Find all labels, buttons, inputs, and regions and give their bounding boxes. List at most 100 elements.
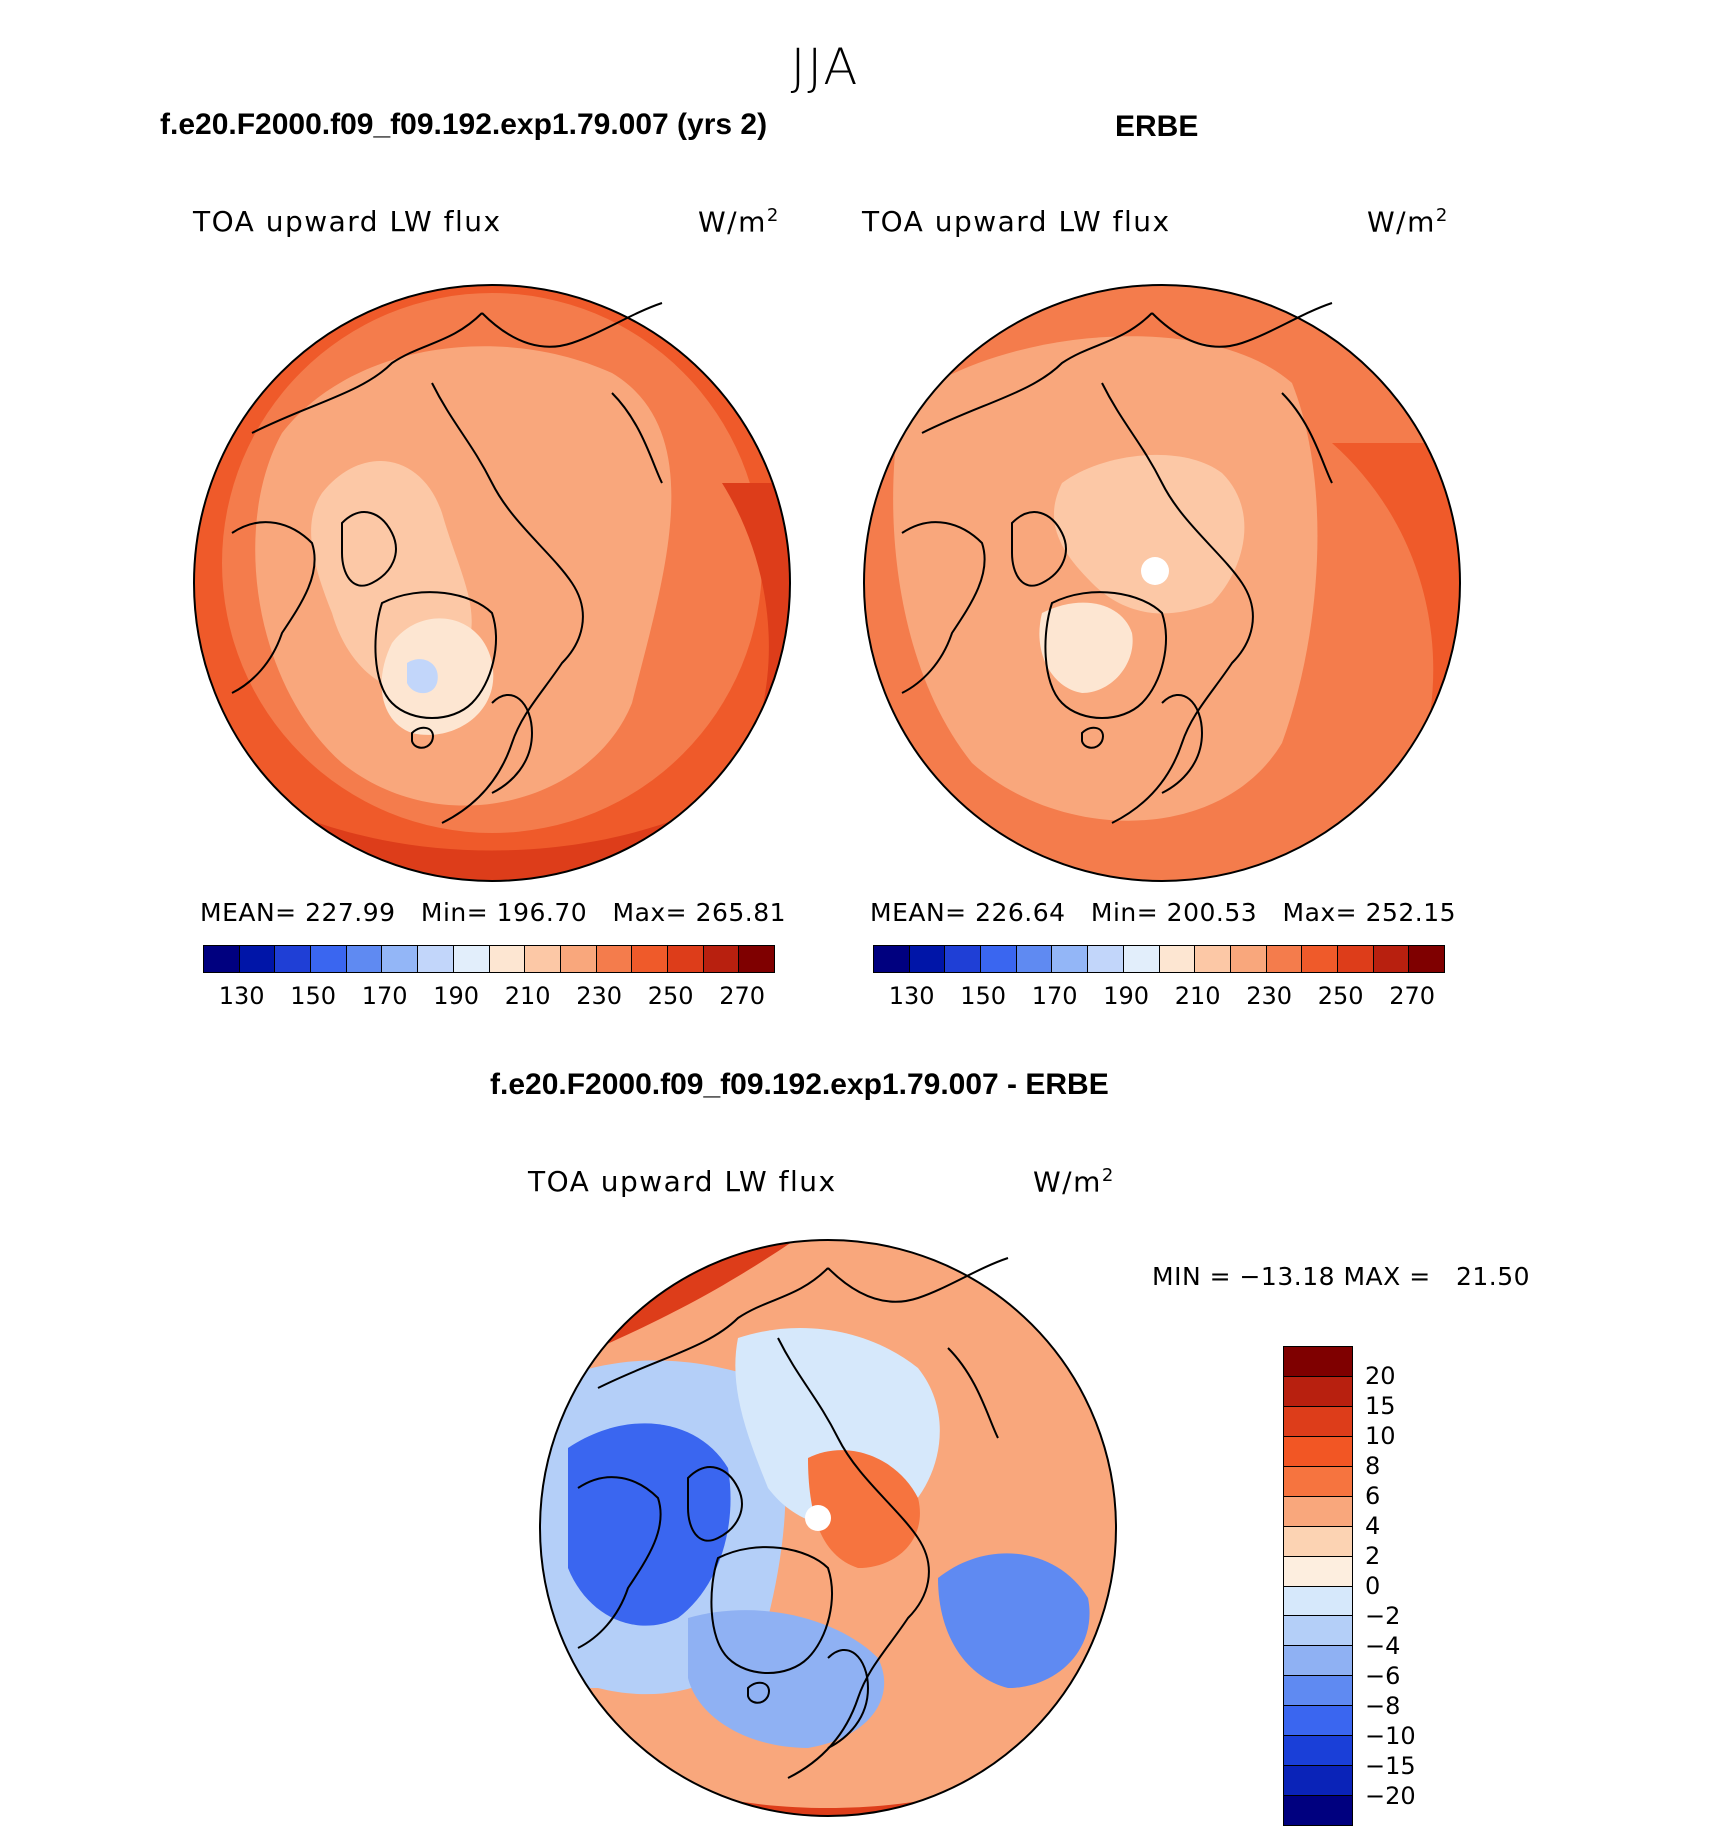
- map-model-coastlines: [231, 302, 663, 824]
- colorbar-tick-label: 230: [576, 982, 623, 1010]
- colorbar-difference: [1283, 1346, 1353, 1826]
- colorbar-swatch: [981, 946, 1017, 972]
- colorbar-swatch: [275, 946, 312, 972]
- colorbar-swatch: [632, 946, 668, 972]
- colorbar-tick-label: 170: [1031, 982, 1078, 1010]
- colorbar-swatch: [1016, 946, 1053, 972]
- diff-minmax: MIN = −13.18 MAX = 21.50: [1152, 1262, 1531, 1291]
- colorbar-swatch: [418, 946, 454, 972]
- colorbar-tick-label: 210: [504, 982, 551, 1010]
- map-difference: [539, 1239, 1117, 1817]
- colorbar-tick-label: 190: [433, 982, 480, 1010]
- colorbar-tick-label: 270: [1389, 982, 1436, 1010]
- colorbar-swatch: [382, 946, 419, 972]
- colorbar-swatch: [1284, 1796, 1352, 1825]
- colorbar-swatch: [909, 946, 946, 972]
- colorbar-swatch: [1230, 946, 1267, 972]
- colorbar-swatch: [667, 946, 704, 972]
- panel-erbe-header: ERBE: [1115, 110, 1199, 143]
- page-title: JJA: [790, 38, 860, 96]
- colorbar-tick-label: 15: [1365, 1392, 1396, 1420]
- colorbar-tick-label: 150: [290, 982, 337, 1010]
- colorbar-tick-label: −6: [1365, 1662, 1401, 1690]
- colorbar-tick-label: 170: [361, 982, 408, 1010]
- colorbar-tick-label: 250: [1317, 982, 1364, 1010]
- diff-units: W/m2: [1033, 1165, 1115, 1199]
- map-model: [193, 284, 791, 882]
- map-erbe-fill-warm-east: [1332, 443, 1460, 753]
- colorbar-swatch: [1284, 1676, 1352, 1707]
- colorbar-swatch: [1284, 1526, 1352, 1557]
- colorbar-swatch: [1284, 1347, 1352, 1377]
- map-diff-fill-warm-center: [808, 1450, 920, 1568]
- colorbar-swatch: [1284, 1496, 1352, 1527]
- colorbar-tick-label: 8: [1365, 1452, 1381, 1480]
- colorbar-swatch: [453, 946, 490, 972]
- map-erbe-coastlines: [901, 302, 1333, 824]
- colorbar-swatch: [1284, 1406, 1352, 1437]
- colorbar-tick-label: 10: [1365, 1422, 1396, 1450]
- map-diff-coastlines: [577, 1257, 1009, 1779]
- panel-model-stats: MEAN= 227.99 Min= 196.70 Max= 265.81: [200, 898, 787, 927]
- colorbar-tick-label: −2: [1365, 1602, 1401, 1630]
- colorbar-erbe: [873, 945, 1445, 973]
- colorbar-swatch: [239, 946, 276, 972]
- colorbar-swatch: [703, 946, 740, 972]
- map-model-fill-mid: [255, 346, 672, 806]
- colorbar-swatch: [739, 946, 774, 972]
- colorbar-swatch: [1052, 946, 1089, 972]
- colorbar-swatch: [1284, 1736, 1352, 1767]
- map-diff-pole-hole: [805, 1505, 831, 1531]
- colorbar-tick-label: 130: [218, 982, 265, 1010]
- colorbar-swatch: [1266, 946, 1303, 972]
- colorbar-tick-label: 230: [1246, 982, 1293, 1010]
- colorbar-tick-label: 6: [1365, 1482, 1381, 1510]
- colorbar-swatch: [874, 946, 910, 972]
- colorbar-tick-label: −15: [1365, 1752, 1416, 1780]
- colorbar-swatch: [1123, 946, 1160, 972]
- colorbar-swatch: [1088, 946, 1124, 972]
- colorbar-tick-label: −10: [1365, 1722, 1416, 1750]
- panel-model-variable: TOA upward LW flux: [193, 205, 502, 238]
- colorbar-swatch: [525, 946, 561, 972]
- colorbar-swatch: [1159, 946, 1196, 972]
- diff-header: f.e20.F2000.f09_f09.192.exp1.79.007 - ER…: [490, 1068, 1109, 1101]
- colorbar-tick-label: 0: [1365, 1572, 1381, 1600]
- colorbar-tick-label: 150: [960, 982, 1007, 1010]
- colorbar-tick-label: −4: [1365, 1632, 1401, 1660]
- map-diff-fill-cold-south: [688, 1610, 885, 1748]
- colorbar-swatch: [1409, 946, 1444, 972]
- colorbar-swatch: [1284, 1556, 1352, 1587]
- colorbar-swatch: [1302, 946, 1338, 972]
- panel-erbe-units: W/m2: [1367, 205, 1449, 239]
- colorbar-swatch: [346, 946, 383, 972]
- map-erbe-fill-light: [1053, 454, 1245, 614]
- colorbar-swatch: [1373, 946, 1410, 972]
- colorbar-tick-label: −8: [1365, 1692, 1401, 1720]
- colorbar-swatch: [1284, 1766, 1352, 1797]
- colorbar-tick-label: −20: [1365, 1782, 1416, 1810]
- colorbar-swatch: [1337, 946, 1374, 972]
- map-erbe-fill-greenland: [1039, 602, 1133, 693]
- colorbar-model: [203, 945, 775, 973]
- colorbar-swatch: [1284, 1376, 1352, 1407]
- colorbar-tick-label: 20: [1365, 1362, 1396, 1390]
- panel-model-units: W/m2: [698, 205, 780, 239]
- diff-variable: TOA upward LW flux: [528, 1165, 837, 1198]
- colorbar-swatch: [1284, 1586, 1352, 1617]
- colorbar-tick-label: 270: [719, 982, 766, 1010]
- colorbar-tick-label: 190: [1103, 982, 1150, 1010]
- colorbar-swatch: [311, 946, 347, 972]
- colorbar-swatch: [1284, 1616, 1352, 1647]
- colorbar-swatch: [560, 946, 597, 972]
- colorbar-tick-label: 210: [1174, 982, 1221, 1010]
- colorbar-swatch: [489, 946, 526, 972]
- colorbar-swatch: [1284, 1466, 1352, 1497]
- panel-erbe-variable: TOA upward LW flux: [862, 205, 1171, 238]
- map-diff-fill-cold-core: [568, 1423, 731, 1626]
- panel-erbe-stats: MEAN= 226.64 Min= 200.53 Max= 252.15: [870, 898, 1457, 927]
- colorbar-swatch: [1284, 1646, 1352, 1677]
- colorbar-swatch: [1284, 1436, 1352, 1467]
- panel-model-header: f.e20.F2000.f09_f09.192.exp1.79.007 (yrs…: [160, 108, 768, 141]
- colorbar-tick-label: 2: [1365, 1542, 1381, 1570]
